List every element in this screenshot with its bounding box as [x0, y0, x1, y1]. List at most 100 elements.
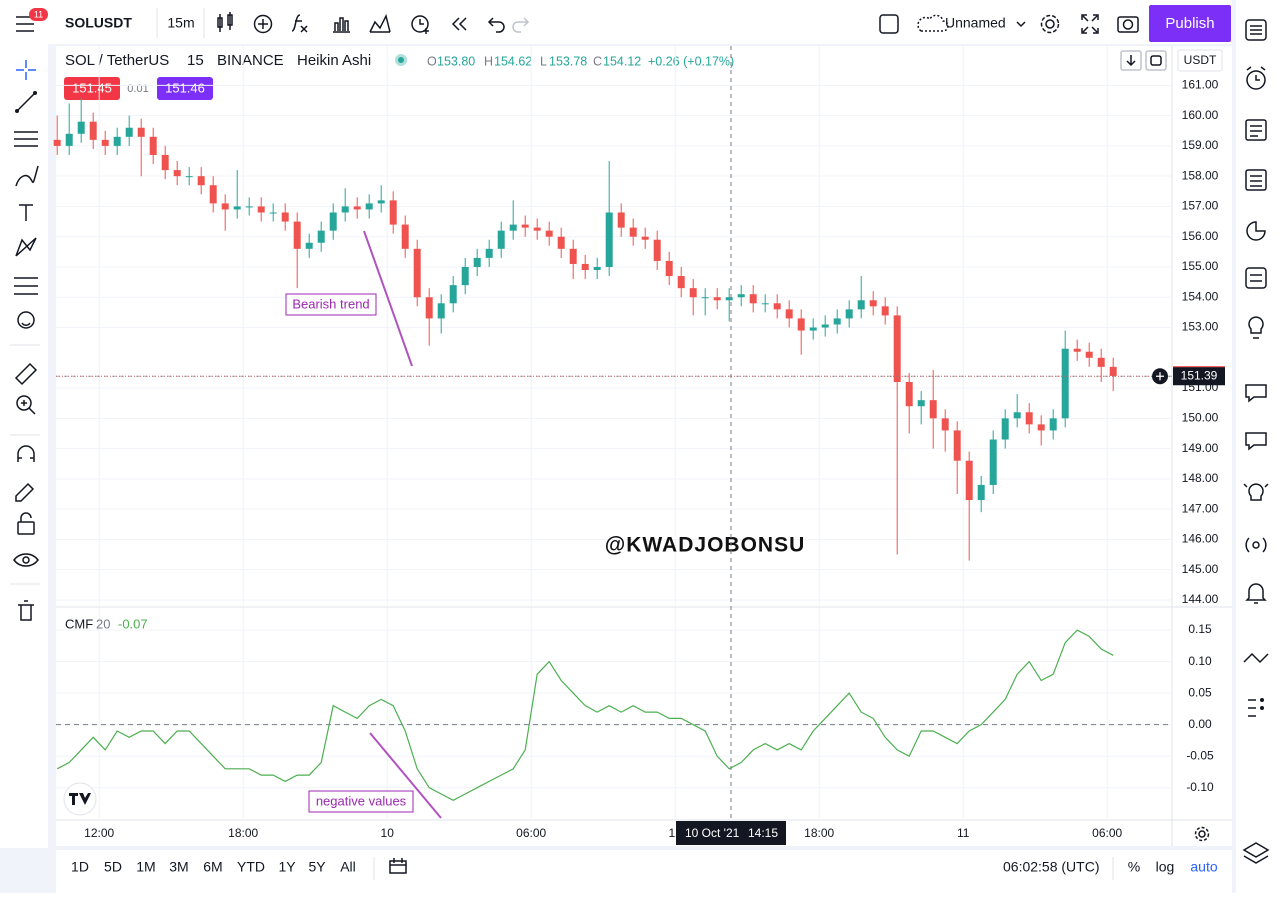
candle-body: [1001, 418, 1009, 440]
chart-type-button[interactable]: [217, 12, 233, 32]
tv-logo: [63, 782, 97, 816]
candle-body: [389, 200, 397, 225]
time-scale-settings[interactable]: [1194, 826, 1210, 842]
candle-body: [293, 221, 301, 249]
indicators-button[interactable]: [291, 14, 308, 33]
candle-body: [965, 460, 973, 501]
snapshot-button[interactable]: [1117, 16, 1139, 33]
candle-body: [1061, 348, 1069, 419]
indicator-value: -0.07: [118, 616, 148, 631]
collapse-button[interactable]: [1120, 50, 1142, 71]
ohlc-key: O: [427, 54, 437, 68]
settings-button[interactable]: [1040, 14, 1060, 34]
candle-body: [149, 136, 157, 155]
candle-body: [245, 206, 253, 208]
candle-body: [461, 266, 469, 286]
candle-body: [1037, 424, 1045, 431]
candle-body: [521, 224, 529, 228]
candle-body: [989, 439, 997, 485]
watermark: @KWADJOBONSU: [605, 534, 806, 557]
trend-line[interactable]: [369, 732, 442, 819]
interval[interactable]: 15m: [167, 15, 194, 31]
redo-button[interactable]: [512, 17, 530, 33]
goto-date[interactable]: [389, 858, 407, 874]
log-toggle[interactable]: log: [1156, 859, 1175, 875]
candle-body: [845, 309, 853, 319]
annotation-box[interactable]: [308, 790, 414, 813]
maximize-button[interactable]: [1145, 50, 1167, 71]
candle-body: [881, 306, 889, 316]
buy-button[interactable]: [157, 77, 213, 100]
symbol[interactable]: SOLUSDT: [65, 15, 132, 31]
range-button[interactable]: YTD: [237, 859, 265, 875]
candle-body: [593, 266, 601, 270]
annotation-text[interactable]: Bearish trend: [292, 296, 369, 311]
y-tick-label: 159.00: [1182, 138, 1219, 152]
candle-body: [1049, 418, 1057, 431]
sidebar-tools[interactable]: [1242, 19, 1270, 864]
y-tick-label: 155.00: [1182, 259, 1219, 273]
annotation-box[interactable]: [285, 293, 377, 316]
crosshair-add-icon: [1156, 372, 1164, 381]
layout-name[interactable]: Unnamed: [945, 15, 1006, 31]
y-tick-label: 160.00: [1182, 108, 1219, 122]
currency-button[interactable]: [1177, 49, 1223, 72]
candle-body: [917, 400, 925, 407]
indicator-name: CMF: [65, 616, 93, 631]
ohlc-key: H: [484, 54, 493, 68]
top-bar: [0, 0, 1232, 44]
publish-label[interactable]: Publish: [1165, 15, 1214, 32]
candle-body: [509, 224, 517, 231]
candle-body: [821, 324, 829, 328]
candle-body: [113, 136, 121, 146]
candle-body: [317, 230, 325, 243]
crosshair-time: 14:15: [748, 826, 778, 840]
auto-toggle[interactable]: auto: [1190, 859, 1217, 875]
percent-toggle[interactable]: %: [1128, 859, 1140, 875]
range-button[interactable]: 5D: [104, 859, 122, 875]
x-tick-label: 12:00: [84, 826, 114, 840]
candle-body: [749, 294, 757, 304]
range-button[interactable]: 1Y: [278, 859, 296, 875]
candle-body: [929, 400, 937, 419]
sell-button[interactable]: [64, 77, 120, 100]
indicator-period: 20: [96, 616, 110, 631]
chart-area: [56, 46, 1232, 846]
chart-style: Heikin Ashi: [297, 52, 371, 69]
candle-body: [785, 309, 793, 319]
range-button[interactable]: 5Y: [308, 859, 326, 875]
range-button[interactable]: 1D: [71, 859, 89, 875]
range-button[interactable]: 1M: [136, 859, 155, 875]
layout-caret[interactable]: [1016, 21, 1026, 28]
alert-chart-button[interactable]: [369, 13, 391, 33]
candle-body: [185, 176, 193, 178]
alert-button[interactable]: [411, 15, 429, 34]
fullscreen-select-checkbox[interactable]: [879, 14, 899, 34]
y-tick-label: 147.00: [1182, 501, 1219, 515]
candle-body: [65, 133, 73, 146]
clock[interactable]: 06:02:58 (UTC): [1003, 859, 1099, 875]
range-button[interactable]: 3M: [169, 859, 188, 875]
templates-button[interactable]: [333, 17, 350, 33]
drawing-tools[interactable]: [13, 60, 39, 621]
y-tick-label: -0.10: [1186, 780, 1214, 794]
range-buttons: 1D 5D 1M 3M 6M YTD 1Y 5Y All: [71, 859, 356, 875]
undo-button[interactable]: [487, 17, 505, 33]
publish-button[interactable]: [1149, 5, 1231, 42]
candle-body: [413, 248, 421, 298]
y-tick-label: 145.00: [1182, 562, 1219, 576]
range-button[interactable]: All: [340, 859, 356, 875]
candle-body: [569, 248, 577, 264]
bid-price[interactable]: 151.45: [72, 80, 112, 95]
candle-body: [629, 227, 637, 237]
trend-line[interactable]: [363, 230, 413, 367]
range-button[interactable]: 6M: [203, 859, 222, 875]
candle-body: [677, 276, 685, 289]
currency[interactable]: USDT: [1184, 53, 1217, 67]
replay-button[interactable]: [451, 17, 467, 31]
fullscreen-button[interactable]: [1081, 14, 1099, 34]
ask-price[interactable]: 151.46: [165, 80, 205, 95]
candle-body: [857, 300, 865, 310]
annotation-text[interactable]: negative values: [316, 793, 407, 808]
compare-button[interactable]: [253, 14, 273, 34]
